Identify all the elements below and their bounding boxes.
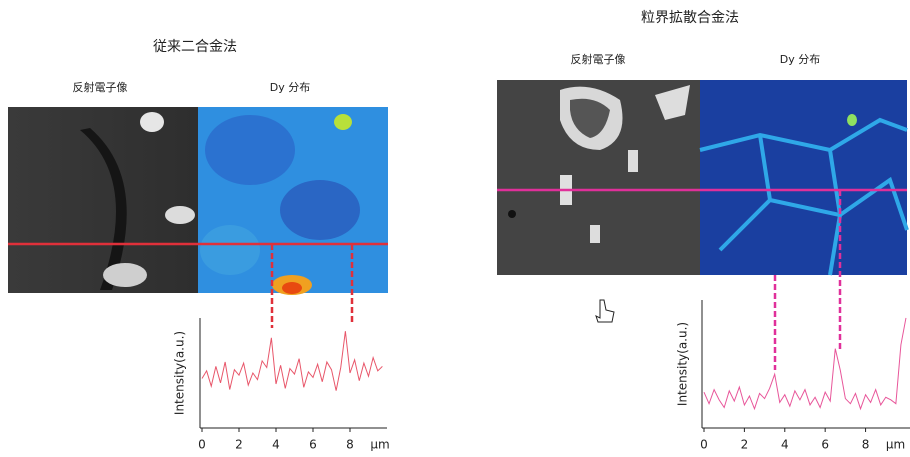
x-axis-label: μm: [370, 438, 389, 452]
x-tick-label: 2: [741, 438, 749, 452]
figure: 従来二合金法 反射電子像 Dy 分布 粒界拡散合金法 反射電子像 Dy 分布: [0, 0, 910, 457]
panel-title: 従来二合金法: [153, 39, 237, 55]
x-tick-label: 0: [700, 438, 708, 452]
cursor-icon: [596, 300, 614, 322]
image-label: 反射電子像: [73, 80, 128, 94]
x-tick-label: 8: [862, 438, 870, 452]
x-tick-label: 6: [309, 438, 317, 452]
x-tick-label: 4: [272, 438, 280, 452]
bse-image: [8, 107, 198, 293]
x-axis-label: μm: [886, 438, 905, 452]
intensity-line: [704, 318, 906, 409]
x-tick-label: 0: [198, 438, 206, 452]
y-axis-label: Intensity(a.u.): [173, 331, 187, 415]
x-tick-label: 6: [821, 438, 829, 452]
image-label: Dy 分布: [780, 53, 820, 66]
dy-map-image: [198, 107, 388, 295]
x-tick-label: 4: [781, 438, 789, 452]
panel-title: 粒界拡散合金法: [641, 10, 739, 26]
page: 従来二合金法 反射電子像 Dy 分布 粒界拡散合金法 反射電子像 Dy 分布: [0, 0, 910, 457]
y-axis-label: Intensity(a.u.): [676, 322, 690, 406]
x-tick-label: 2: [235, 438, 243, 452]
intensity-line: [202, 331, 382, 390]
dy-map-image: [700, 80, 907, 275]
image-label: 反射電子像: [571, 52, 626, 66]
image-label: Dy 分布: [270, 81, 310, 94]
bse-image: [497, 80, 700, 275]
x-tick-label: 8: [346, 438, 354, 452]
